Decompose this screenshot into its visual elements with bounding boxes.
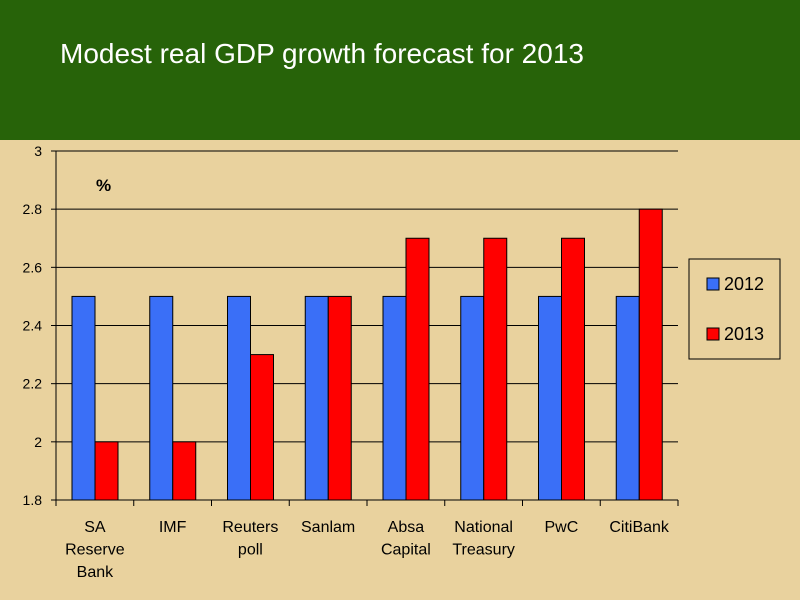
bar-2013-4 bbox=[405, 237, 430, 501]
bar-2012-3 bbox=[304, 295, 329, 501]
bar-2012-0 bbox=[71, 295, 96, 501]
x-category-label: PwC bbox=[544, 519, 578, 536]
legend-box bbox=[688, 258, 781, 360]
unit-label: % bbox=[96, 176, 111, 195]
y-tick-label: 2.6 bbox=[23, 259, 43, 275]
x-category-label: Sanlam bbox=[301, 519, 355, 536]
bar-2013-0 bbox=[94, 441, 119, 501]
y-tick-label: 2.8 bbox=[23, 201, 43, 217]
x-category-label: SA bbox=[84, 519, 106, 536]
x-category-label: IMF bbox=[159, 519, 187, 536]
bar-2012-7 bbox=[615, 295, 640, 501]
legend-swatch-2013 bbox=[706, 327, 720, 341]
x-category-label: Reuters bbox=[222, 519, 278, 536]
slide-header: Modest real GDP growth forecast for 2013 bbox=[0, 0, 800, 140]
x-category-label: National bbox=[454, 519, 513, 536]
bar-2012-1 bbox=[149, 295, 174, 501]
bar-2012-6 bbox=[538, 295, 562, 501]
legend-swatch-2012 bbox=[706, 277, 720, 291]
bar-2013-2 bbox=[250, 354, 274, 501]
x-category-label: Reserve bbox=[65, 542, 125, 559]
slide-title: Modest real GDP growth forecast for 2013 bbox=[60, 38, 584, 69]
bar-2012-2 bbox=[227, 295, 251, 501]
y-tick-label: 3 bbox=[34, 143, 42, 159]
x-category-label: Treasury bbox=[452, 542, 515, 559]
x-category-label: Capital bbox=[381, 542, 431, 559]
legend-label: 2012 bbox=[724, 274, 764, 294]
bar-2012-5 bbox=[460, 295, 485, 501]
bar-2013-3 bbox=[327, 295, 352, 501]
x-category-label: Absa bbox=[388, 519, 425, 536]
bar-2012-4 bbox=[382, 295, 407, 501]
bar-2013-1 bbox=[172, 441, 197, 501]
bar-2013-6 bbox=[561, 237, 585, 501]
x-category-label: Bank bbox=[77, 564, 114, 581]
y-tick-label: 2.4 bbox=[23, 318, 43, 334]
x-category-label: CitiBank bbox=[609, 519, 670, 536]
y-tick-label: 2.2 bbox=[23, 376, 43, 392]
bar-2013-7 bbox=[638, 208, 663, 501]
y-tick-label: 1.8 bbox=[23, 492, 43, 508]
x-category-label: poll bbox=[238, 542, 263, 559]
legend-label: 2013 bbox=[724, 324, 764, 344]
bar-2013-5 bbox=[483, 237, 508, 501]
y-tick-label: 2 bbox=[34, 434, 42, 450]
